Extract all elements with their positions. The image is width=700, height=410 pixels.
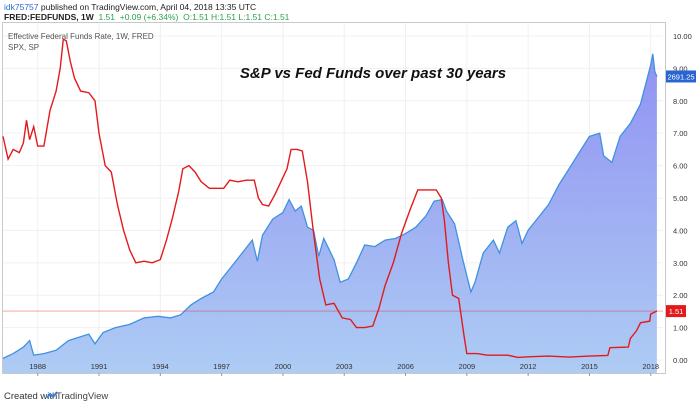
- x-tick-label: 2009: [458, 362, 475, 371]
- symbol-info: FRED:FEDFUNDS, 1W 1.51 +0.09 (+6.34%) O:…: [4, 12, 289, 22]
- y-tick-label: 2.00: [673, 291, 688, 300]
- y-tick-label: 5.00: [673, 194, 688, 203]
- y-tick-label: 6.00: [673, 162, 688, 171]
- value-labels: 2691.25 1.51: [666, 70, 696, 318]
- author-link[interactable]: idk75757: [4, 2, 39, 12]
- x-tick-label: 2012: [520, 362, 537, 371]
- chart-frame: [2, 22, 666, 374]
- tradingview-logo-icon: [46, 391, 58, 399]
- y-tick-label: 7.00: [673, 129, 688, 138]
- x-tick-label: 1988: [29, 362, 46, 371]
- x-tick-label: 2015: [581, 362, 598, 371]
- x-tick-label: 2003: [336, 362, 353, 371]
- legend-fed: Effective Federal Funds Rate, 1W, FRED: [8, 32, 154, 41]
- x-tick-label: 1991: [91, 362, 108, 371]
- footer: Created with TradingView: [0, 376, 700, 410]
- y-tick-label: 1.00: [673, 324, 688, 333]
- publish-text: published on TradingView.com, April 04, …: [40, 2, 257, 12]
- x-tick-label: 1997: [213, 362, 230, 371]
- chart-header: idk75757 published on TradingView.com, A…: [0, 0, 700, 22]
- spx-line: [2, 53, 658, 359]
- publish-info: idk75757 published on TradingView.com, A…: [4, 2, 256, 12]
- spx-value-label: 2691.25: [667, 72, 694, 81]
- fed-value-label-box: [666, 305, 686, 318]
- x-tick-label: 1994: [152, 362, 169, 371]
- x-tick-label: 2018: [642, 362, 659, 371]
- y-tick-label: 3.00: [673, 259, 688, 268]
- y-tick-label: 10.00: [673, 32, 692, 41]
- legend-spx: SPX, SP: [8, 43, 39, 52]
- fed-value-label: 1.51: [669, 307, 684, 316]
- x-axis: 1988 1991 1994 1997 2000 2003 2006 2009 2012 2015…: [29, 362, 659, 376]
- ohlc-values: O:1.51 H:1.51 L:1.51 C:1.51: [183, 12, 290, 22]
- y-tick-label: 8.00: [673, 97, 688, 106]
- y-tick-label: 9.00: [673, 64, 688, 73]
- fed-funds-line: [2, 38, 658, 359]
- symbol-label[interactable]: FRED:FEDFUNDS, 1W: [4, 12, 94, 22]
- series-lines-group: [2, 38, 663, 359]
- price-change: +0.09 (+6.34%): [119, 12, 179, 22]
- x-tick-label: 2006: [397, 362, 414, 371]
- y-tick-label: 4.00: [673, 226, 688, 235]
- chart-title: S&P vs Fed Funds over past 30 years: [240, 65, 506, 82]
- brand-link[interactable]: TradingView: [56, 391, 109, 402]
- created-with-text: Created with: [4, 391, 58, 402]
- y-tick-label: 0.00: [673, 356, 688, 365]
- spx-value-label-box: [666, 70, 696, 83]
- spx-area-group: [3, 53, 657, 374]
- spx-area: [3, 53, 657, 374]
- x-tick-label: 2000: [275, 362, 292, 371]
- last-price: 1.51: [98, 12, 116, 22]
- y-axis: 0.00 1.00 2.00 3.00 4.00 5.00 6.00 7.00 8.00 9.00…: [673, 32, 692, 365]
